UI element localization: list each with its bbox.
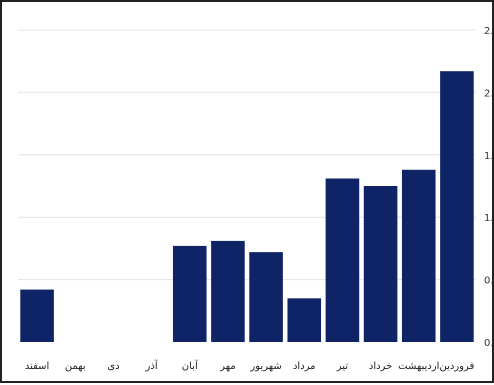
bar <box>172 245 207 342</box>
x-tick-label: مهر <box>219 361 235 372</box>
x-tick-label: تیر <box>336 361 349 372</box>
bar <box>249 252 283 342</box>
y-tick-label: 0.5 <box>484 276 494 287</box>
y-tick-label: 0. <box>484 338 494 349</box>
y-tick-label: 2.5 <box>484 26 494 37</box>
x-tick-label: اسفند <box>25 361 49 372</box>
bar <box>20 289 54 342</box>
x-tick-label: اردیبهشت <box>398 361 439 372</box>
bar <box>211 240 245 342</box>
bar <box>401 169 436 342</box>
bar <box>287 298 322 342</box>
bar <box>363 186 398 342</box>
x-tick-label: فروردین <box>440 361 475 372</box>
y-tick-label: 2.0 <box>484 88 494 99</box>
x-tick-label: دی <box>107 361 119 372</box>
x-tick-label: آذر <box>145 359 159 372</box>
x-tick-label: مرداد <box>293 361 316 372</box>
x-tick-label: بهمن <box>65 361 86 372</box>
bar <box>325 178 360 342</box>
x-tick-label: آبان <box>182 359 199 372</box>
x-tick-label: خرداد <box>369 361 392 372</box>
y-tick-label: 1.0 <box>484 213 494 224</box>
bar <box>440 71 474 343</box>
y-tick-label: 1.5 <box>484 151 494 162</box>
x-tick-label: شهریور <box>249 361 281 372</box>
